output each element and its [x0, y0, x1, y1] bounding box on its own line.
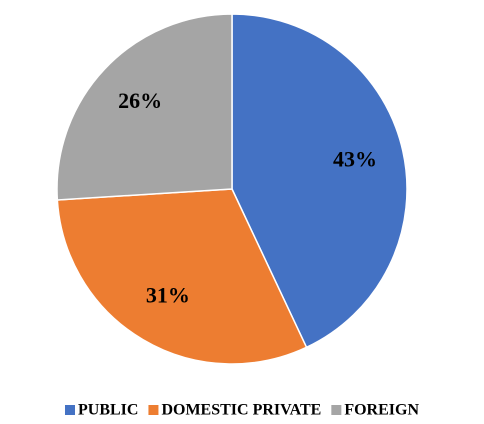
data-label: 26%	[118, 88, 162, 113]
data-label: 43%	[333, 147, 377, 172]
legend-swatch	[64, 405, 75, 415]
legend-label: FOREIGN	[344, 402, 419, 419]
pie-slice	[56, 188, 308, 365]
data-label: 31%	[146, 283, 190, 308]
legend-swatch	[148, 405, 159, 415]
pie-slice	[231, 13, 408, 349]
pie-slice	[56, 13, 233, 201]
legend-swatch	[331, 405, 342, 415]
legend-label: DOMESTIC PRIVATE	[161, 402, 321, 419]
legend-label: PUBLIC	[78, 402, 138, 419]
